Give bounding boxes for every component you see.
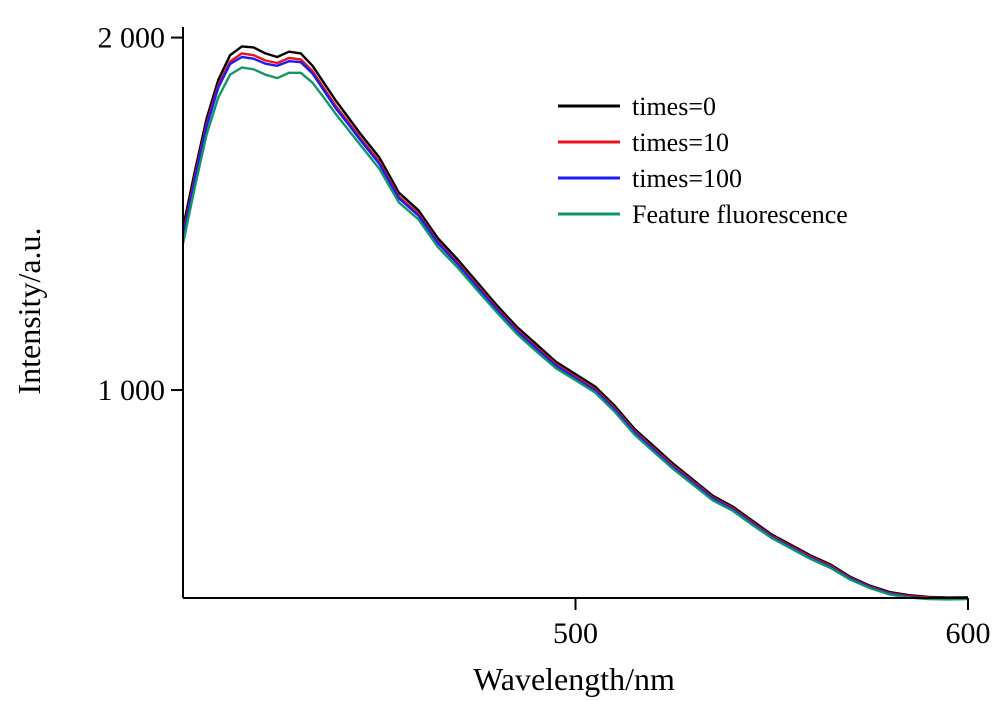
x-axis-title: Wavelength/nm xyxy=(473,661,675,697)
x-tick-label: 500 xyxy=(553,617,598,650)
axes: 1 000 2 000 500 600 xyxy=(98,22,991,650)
series-line-1 xyxy=(181,45,969,599)
y-tick-label: 1 000 xyxy=(98,374,166,407)
y-tick-label: 2 000 xyxy=(98,22,166,55)
y-axis-title: Intensity/a.u. xyxy=(11,227,47,394)
legend: times=0 times=10 times=100 Feature fluoresc… xyxy=(558,92,848,229)
legend-label: times=10 xyxy=(632,128,729,157)
legend-label: Feature fluorescence xyxy=(632,200,848,229)
series-line-3 xyxy=(181,55,969,600)
legend-label: times=100 xyxy=(632,164,742,193)
legend-label: times=0 xyxy=(632,92,716,121)
series-line-2 xyxy=(181,52,969,600)
series-line-4 xyxy=(181,66,969,601)
x-tick-label: 600 xyxy=(946,617,991,650)
series-lines xyxy=(181,45,969,601)
